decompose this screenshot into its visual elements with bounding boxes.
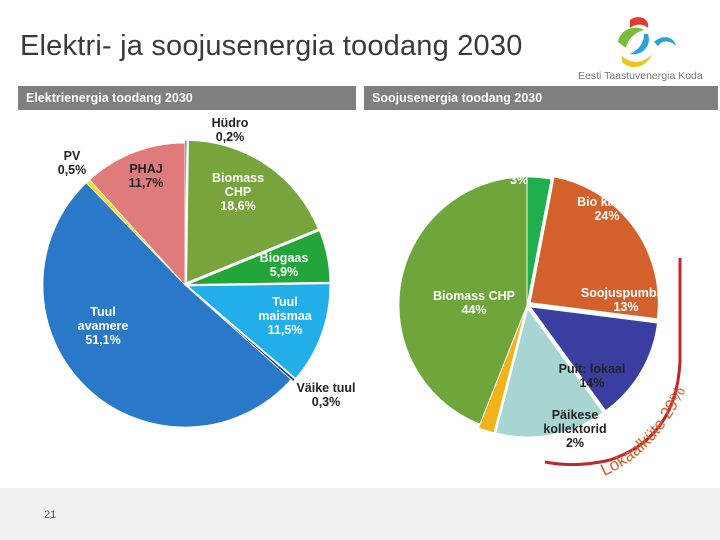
pie-slice-puit-lokaal	[495, 308, 604, 438]
electricity-pie-chart	[42, 139, 331, 428]
heat-pie-chart	[398, 176, 659, 438]
label-vaike-tuul: Väike tuul 0,3%	[296, 381, 355, 409]
label-biogaas: Biogaas 5,9%	[260, 251, 309, 279]
pie-slice-biomass-chp	[398, 176, 528, 425]
label-phaj: PHAJ 11,7%	[129, 162, 164, 190]
footer-bar	[0, 488, 720, 540]
label-tuul-avamere: Tuul avamere 51,1%	[78, 305, 129, 347]
label-biomass-chp-heat: Biomass CHP 44%	[433, 289, 515, 317]
pie-slice-biogaas	[187, 230, 331, 285]
page-number: 21	[44, 509, 57, 521]
label-hudro: Hüdro 0,2%	[212, 116, 249, 144]
pie-slice-soojuspumbad	[529, 306, 658, 412]
annotation-bracket	[544, 258, 682, 467]
pie-slice-h-dro	[184, 139, 188, 283]
pie-slice-tuul-maismaa	[186, 283, 331, 379]
logo-text: Eesti Taastuvenergia Koda	[578, 70, 703, 82]
label-tuul-maismaa: Tuul maismaa 11,5%	[258, 295, 313, 337]
heat-chart-title: Soojusenergia toodang 2030	[364, 86, 718, 110]
pie-slice-tuul-avamere	[42, 182, 292, 428]
label-biomass-chp: Biomass CHP 18,6%	[212, 171, 264, 213]
label-puit-lokaal: Puit: lokaal 14%	[559, 362, 626, 390]
slide-title: Elektri- ja soojusenergia toodang 2030	[20, 30, 523, 62]
label-pv: PV 0,5%	[58, 149, 87, 177]
pie-slice-phaj	[89, 142, 186, 287]
logo-icon	[618, 17, 676, 68]
label-bio-katlad: Bio katlad 24%	[577, 195, 637, 223]
pie-slice-p-ikese-kollektorid	[478, 308, 527, 434]
label-paikese-kollektorid: Päikese kollektorid 2%	[543, 408, 606, 450]
electricity-chart-title: Elektrienergia toodang 2030	[18, 86, 356, 110]
pie-slice-bio-katlad	[529, 176, 659, 320]
label-soojuspumbad: Soojuspumbad 13%	[581, 286, 671, 314]
pie-slice-biomass-chp	[186, 140, 319, 284]
label-biogaas-chp: Biogaas CHP 3%	[480, 159, 559, 187]
chart-labels: Hüdro 0,2% Biomass CHP 18,6% Biogaas 5,9% Tuul m…	[58, 116, 671, 450]
